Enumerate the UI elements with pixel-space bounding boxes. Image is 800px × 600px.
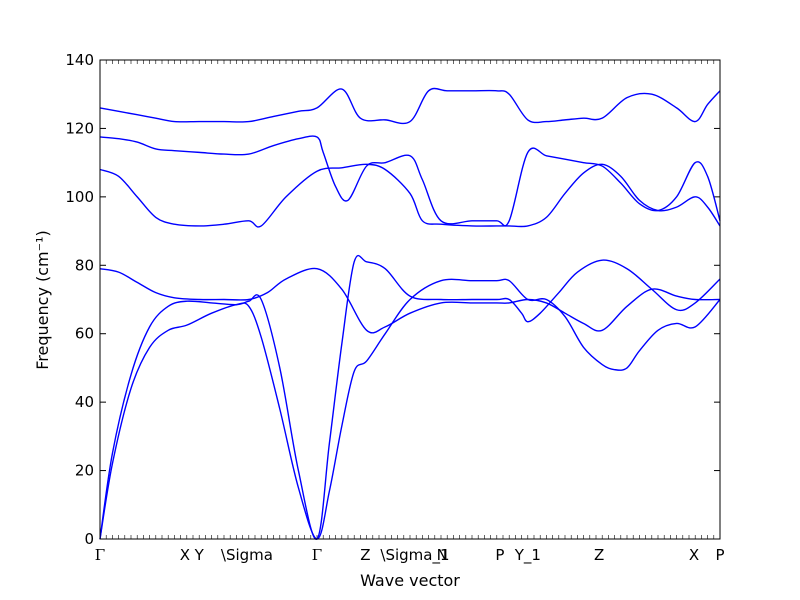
dispersion-branch-6 xyxy=(99,278,721,540)
y-tick-label: 80 xyxy=(75,256,94,274)
dispersion-branch-5 xyxy=(99,254,721,540)
x-tick-label: Γ xyxy=(312,546,322,564)
y-tick-label: 0 xyxy=(84,530,94,548)
y-tick-label: 100 xyxy=(65,188,94,206)
y-tick-label: 20 xyxy=(75,462,94,480)
x-tick-label: P xyxy=(715,546,724,564)
dispersion-curves xyxy=(99,87,721,540)
x-tick-label: Γ xyxy=(95,546,105,564)
dispersion-branch-4 xyxy=(99,267,721,334)
x-tick-label: \Sigma_1 xyxy=(380,546,449,565)
x-tick-label: Y_1 xyxy=(514,546,541,565)
dispersion-branch-2 xyxy=(99,135,721,227)
plot-frame xyxy=(99,59,721,540)
y-tick-label: 60 xyxy=(75,325,94,343)
y-tick-label: 120 xyxy=(65,119,94,137)
x-tick-label: Y xyxy=(194,546,205,564)
x-tick-label: P xyxy=(495,546,504,564)
y-tick-label: 140 xyxy=(65,51,94,69)
x-tick-label: Z xyxy=(360,546,370,564)
x-tick-label: X xyxy=(180,546,190,564)
x-tick-label: Z xyxy=(594,546,604,564)
x-tick-label: X xyxy=(689,546,699,564)
y-axis-label: Frequency (cm⁻¹) xyxy=(33,230,52,369)
dispersion-branch-3 xyxy=(99,163,721,228)
x-tick-label: N xyxy=(437,546,448,564)
dispersion-branch-1 xyxy=(99,87,721,125)
x-tick-label: \Sigma xyxy=(221,546,273,564)
tick-marks xyxy=(99,59,721,540)
x-axis-label: Wave vector xyxy=(360,571,460,590)
y-tick-label: 40 xyxy=(75,393,94,411)
